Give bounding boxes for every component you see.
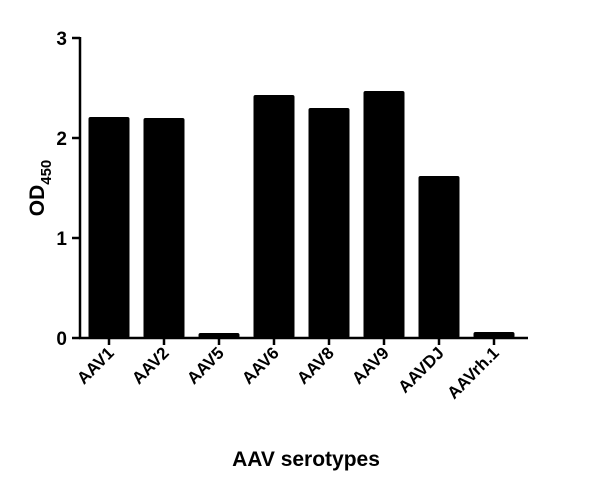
y-tick-label: 1 [56, 229, 67, 250]
x-tick-label: AAV1 [73, 343, 118, 388]
axes-layer [78, 37, 528, 340]
bars-layer [88, 91, 515, 338]
bar-aavrh-1 [473, 332, 515, 338]
x-tick-label: AAV6 [238, 343, 283, 388]
y-tick-label: 3 [56, 29, 67, 50]
x-tick-label: AAV2 [128, 343, 173, 388]
y-axis-title-subscript: 450 [38, 160, 55, 185]
bar-aav8 [308, 108, 350, 338]
y-tick-label: 0 [56, 329, 67, 350]
bar-aav1 [88, 117, 130, 338]
bar-aav9 [363, 91, 405, 338]
y-ticks: 0 1 2 3 [56, 29, 80, 350]
bar-aavdj [418, 176, 460, 338]
x-tick-label: AAV5 [183, 343, 228, 388]
x-axis-title: AAV serotypes [232, 448, 380, 471]
y-axis-title-main: OD [26, 185, 49, 217]
x-tick-label: AAV9 [348, 343, 393, 388]
bar-aav6 [253, 95, 295, 338]
x-tick-label: AAVrh.1 [444, 343, 503, 402]
y-tick-label: 2 [56, 129, 67, 150]
x-tick-label: AAV8 [293, 343, 338, 388]
x-tick-label: AAVDJ [395, 343, 448, 396]
bar-aav2 [143, 118, 185, 338]
y-axis-title: OD450 [26, 160, 55, 217]
